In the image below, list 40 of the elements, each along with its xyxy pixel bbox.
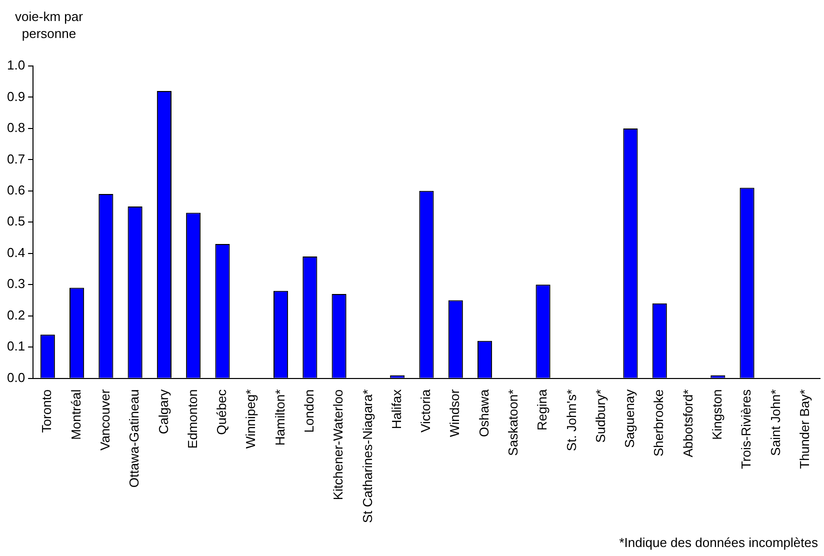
x-tick-label: Calgary	[156, 388, 171, 434]
x-tick-label: Vancouver	[98, 388, 113, 451]
y-tick-label: 1.0	[6, 58, 26, 73]
y-tick-label: 0.6	[6, 182, 26, 198]
x-tick-label: Thunder Bay*	[796, 389, 812, 469]
x-tick-label: Kingston	[709, 389, 724, 440]
x-tick-label: Sherbrooke	[651, 389, 666, 457]
x-tick-label: Trois-Rivières	[738, 388, 754, 470]
y-tick-label: 0.4	[6, 244, 26, 260]
x-tick-label: London	[301, 389, 316, 433]
x-tick-label: Victoria	[418, 388, 434, 432]
x-tick-label: Saguenay	[622, 388, 638, 448]
x-tick-label: Oshawa	[476, 388, 492, 438]
x-tick-label: Kitchener-Waterloo	[330, 389, 346, 500]
x-tick-label: Sudbury*	[592, 389, 608, 443]
x-tick-label: Halifax	[388, 388, 404, 430]
x-tick-label: Edmonton	[184, 389, 200, 449]
x-tick-label: Saskatoon*	[505, 389, 520, 456]
x-tick-label: Windsor	[447, 388, 462, 438]
x-tick-label: Regina	[534, 388, 550, 431]
x-tick-label: Hamilton*	[272, 389, 288, 446]
x-tick-label: Ottawa-Gatineau	[126, 389, 142, 488]
y-tick-label: 0.1	[6, 338, 26, 354]
x-tick-label: Toronto	[39, 389, 54, 433]
x-tick-label: St. John's*	[564, 389, 579, 452]
x-tick-label: Abbotsford*	[680, 389, 696, 458]
y-tick-label: 0.9	[6, 88, 26, 104]
x-tick-label: Winnipeg*	[243, 389, 258, 449]
y-tick-label: 0.2	[6, 307, 26, 322]
y-tick-label: 0.7	[6, 151, 26, 166]
y-tick-label: 0.5	[6, 214, 26, 229]
text: *Indique des données incomplètes	[619, 535, 818, 550]
y-tick-label: 0.3	[6, 276, 26, 292]
x-tick-label: St Catharines-Niagara*	[360, 389, 375, 524]
x-tick-label: Montréal	[68, 389, 84, 440]
y-axis-title: voie-km par personne	[14, 8, 84, 42]
y-tick-label: 0.8	[6, 120, 26, 136]
x-tick-label: Québec	[214, 388, 230, 435]
x-tick-label: Saint John*	[768, 389, 783, 456]
y-tick-label: 0.0	[6, 370, 26, 385]
